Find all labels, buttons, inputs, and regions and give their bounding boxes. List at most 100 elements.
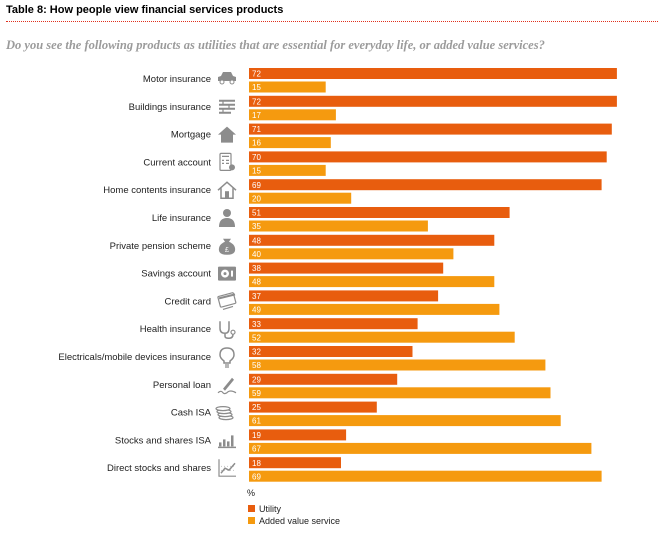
bar-value-label: 72 (252, 70, 261, 79)
bar-value-label: 67 (252, 445, 261, 454)
added-value-bar (249, 331, 515, 343)
bar-value-label: 33 (252, 320, 261, 329)
bar-value-label: 69 (252, 472, 261, 481)
bar-value-label: 25 (252, 403, 261, 412)
category-group: Direct stocks and shares 18 69 (107, 457, 602, 482)
person-icon (219, 209, 235, 227)
legend-item: Utility (248, 504, 281, 514)
utility-bar (249, 373, 398, 385)
house-icon (218, 126, 236, 143)
bar-value-label: 38 (252, 264, 261, 273)
home-contents-icon (217, 181, 237, 199)
category-group: Stocks and shares ISA 19 67 (115, 429, 592, 454)
category-label: Home contents insurance (103, 185, 211, 196)
category-group: Life insurance 51 35 (152, 207, 510, 232)
bar-value-label: 70 (252, 153, 261, 162)
bar-value-label: 48 (252, 236, 261, 245)
bar-value-label: 35 (252, 222, 261, 231)
added-value-bar (249, 276, 495, 288)
category-label: Cash ISA (171, 408, 212, 419)
bar-value-label: 19 (252, 431, 261, 440)
added-value-bar (249, 164, 326, 176)
category-label: Stocks and shares ISA (115, 435, 212, 446)
bar-value-label: 58 (252, 361, 261, 370)
added-value-bar (249, 81, 326, 93)
added-value-bar (249, 442, 592, 454)
bar-value-label: 71 (252, 125, 261, 134)
category-group: Home contents insurance 69 20 (103, 179, 602, 204)
category-label: Direct stocks and shares (107, 463, 211, 474)
legend-label: Utility (259, 504, 281, 514)
added-value-bar (249, 137, 331, 149)
category-group: Buildings insurance 72 17 (129, 95, 617, 121)
bar-value-label: 72 (252, 97, 261, 106)
added-value-bar (249, 470, 602, 482)
legend-swatch (248, 505, 255, 512)
line-chart-icon (218, 459, 236, 477)
category-group: Savings account 38 48 (141, 262, 495, 288)
added-value-bar (249, 192, 352, 204)
category-label: Savings account (141, 269, 211, 280)
lightbulb-icon (219, 347, 235, 368)
category-label: Buildings insurance (129, 102, 211, 113)
bar-value-label: 59 (252, 389, 261, 398)
category-group: Credit card 37 49 (165, 290, 500, 315)
added-value-bar (249, 220, 428, 232)
legend-item: Added value service (248, 516, 340, 526)
category-group: Personal loan 29 59 (153, 373, 551, 399)
bar-value-label: 20 (252, 194, 261, 203)
bar-value-label: 29 (252, 375, 261, 384)
utility-bar (249, 429, 347, 441)
category-label: Credit card (165, 296, 211, 307)
bar-value-label: 15 (252, 167, 261, 176)
category-label: Health insurance (140, 324, 211, 335)
bar-value-label: 18 (252, 459, 261, 468)
survey-question: Do you see the following products as uti… (6, 38, 545, 52)
calculator-card-icon (219, 152, 235, 171)
utility-bar (249, 207, 510, 218)
category-label: Life insurance (152, 213, 211, 224)
added-value-bar (249, 109, 336, 121)
category-group: Cash ISA 25 61 (171, 401, 561, 427)
utility-bar (249, 68, 617, 79)
utility-bar (249, 401, 377, 413)
category-group: Current account 70 15 (143, 151, 607, 176)
bar-value-label: 69 (252, 181, 261, 190)
category-label: Private pension scheme (110, 241, 211, 252)
added-value-bar (249, 359, 546, 371)
utility-bar (249, 262, 444, 274)
utility-bar (249, 123, 612, 135)
category-label: Mortgage (171, 130, 211, 141)
bar-value-label: 51 (252, 209, 261, 218)
category-group: Mortgage 71 16 (171, 123, 612, 149)
category-label: Personal loan (153, 380, 211, 391)
added-value-bar (249, 415, 561, 427)
added-value-bar (249, 387, 551, 399)
legend-swatch (248, 517, 255, 524)
category-label: Motor insurance (143, 74, 211, 85)
safe-icon (218, 266, 236, 281)
bar-value-label: 32 (252, 348, 261, 357)
category-group: Health insurance 33 52 (140, 318, 515, 343)
utility-bar (249, 318, 418, 330)
house-bricks-icon (219, 99, 235, 114)
category-group: Private pension scheme £48 40 (110, 234, 495, 260)
category-group: Motor insurance 72 15 (143, 68, 617, 93)
unit-label: % (247, 488, 255, 498)
category-label: Electricals/mobile devices insurance (58, 352, 211, 363)
utility-bar (249, 95, 617, 107)
bar-value-label: 61 (252, 417, 261, 426)
credit-card-icon (217, 292, 237, 310)
bar-value-label: 16 (252, 139, 261, 148)
utility-bar (249, 234, 495, 246)
category-label: Current account (143, 157, 211, 168)
bar-value-label: 17 (252, 111, 261, 120)
bar-value-label: 37 (252, 292, 261, 301)
pension-bag-icon: £ (218, 238, 236, 255)
bar-value-label: 40 (252, 250, 261, 259)
table-title: Table 8: How people view financial servi… (6, 4, 658, 22)
utility-bar (249, 457, 341, 469)
utility-bar (249, 346, 413, 357)
legend-label: Added value service (259, 516, 340, 526)
